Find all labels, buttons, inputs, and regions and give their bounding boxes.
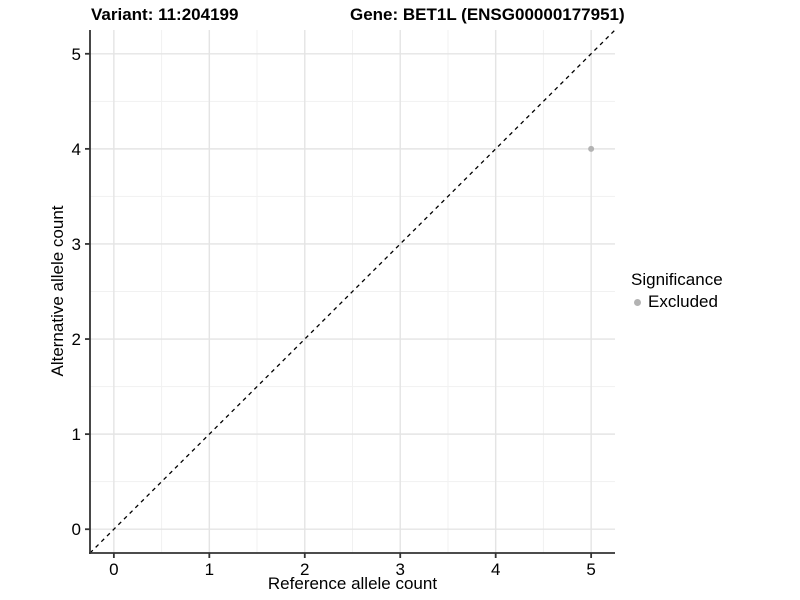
x-tick-label: 5	[586, 560, 595, 579]
y-axis-title: Alternative allele count	[48, 205, 67, 377]
x-tick-label: 0	[109, 560, 118, 579]
y-tick-label: 2	[72, 330, 81, 349]
variant-title: Variant: 11:204199	[91, 5, 239, 24]
legend-entry-label: Excluded	[648, 292, 718, 311]
y-tick-label: 0	[72, 520, 81, 539]
identity-reference-line	[89, 29, 616, 554]
legend-entry: Excluded	[631, 291, 723, 313]
legend: Significance Excluded	[631, 269, 723, 313]
x-tick-label: 4	[491, 560, 500, 579]
gene-title: Gene: BET1L (ENSG00000177951)	[350, 5, 625, 24]
y-tick-label: 5	[72, 45, 81, 64]
x-axis-title: Reference allele count	[267, 574, 438, 593]
legend-dot-icon	[634, 298, 641, 306]
x-tick-label: 3	[395, 560, 404, 579]
y-tick-label: 3	[72, 235, 81, 254]
legend-title: Significance	[631, 270, 723, 289]
x-tick-label: 2	[300, 560, 309, 579]
data-point	[588, 145, 595, 152]
x-tick-label: 1	[205, 560, 214, 579]
y-tick-label: 4	[72, 140, 81, 159]
y-tick-label: 1	[72, 425, 81, 444]
